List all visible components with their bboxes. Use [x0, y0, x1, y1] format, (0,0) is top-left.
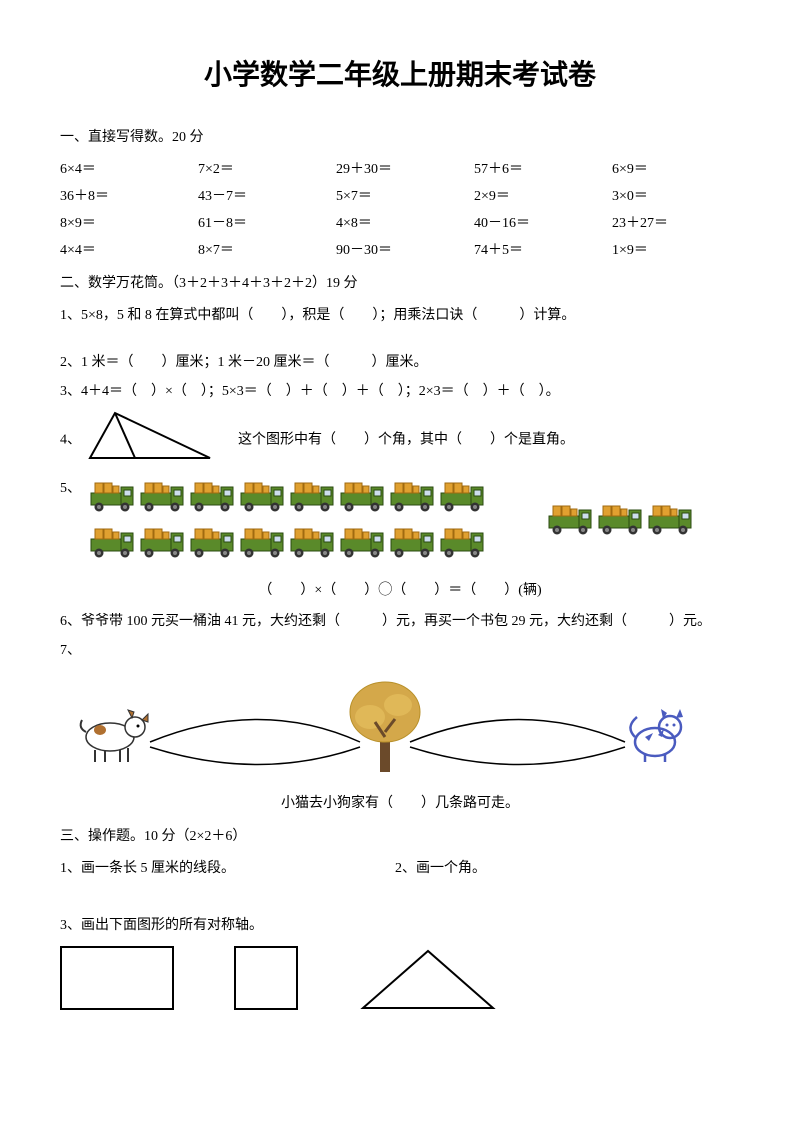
- calc-cell: 36＋8＝: [60, 184, 188, 209]
- truck-icon: [339, 525, 387, 568]
- calc-cell: 23＋27＝: [612, 211, 740, 236]
- calc-cell: 40－16＝: [474, 211, 602, 236]
- calc-cell: 29＋30＝: [336, 157, 464, 182]
- truck-icon: [389, 479, 437, 522]
- section3-heading: 三、操作题。10 分（2×2＋6）: [60, 824, 740, 849]
- truck-icon: [239, 479, 287, 522]
- truck-icon: [439, 479, 487, 522]
- truck-row: [89, 479, 487, 522]
- truck-icon: [189, 479, 237, 522]
- truck-icon: [389, 525, 437, 568]
- calc-cell: 6×4＝: [60, 157, 188, 182]
- calc-cell: 1×9＝: [612, 238, 740, 263]
- paths-diagram-icon: [60, 667, 700, 787]
- s3-q3: 3、画出下面图形的所有对称轴。: [60, 913, 740, 938]
- truck-icon: [239, 525, 287, 568]
- calc-grid: 6×4＝ 7×2＝ 29＋30＝ 57＋6＝ 6×9＝ 36＋8＝ 43－7＝ …: [60, 157, 740, 264]
- s2-q7: 7、: [60, 638, 740, 787]
- truck-icon: [647, 502, 695, 545]
- rectangle-shape-icon: [60, 946, 174, 1010]
- q5-equation: （ ）×（ ）◯（ ）＝（ ）(辆): [60, 578, 740, 603]
- q7-prefix: 7、: [60, 643, 81, 658]
- truck-icon: [89, 479, 137, 522]
- calc-cell: 90－30＝: [336, 238, 464, 263]
- truck-icon: [289, 525, 337, 568]
- section1-heading: 一、直接写得数。20 分: [60, 125, 740, 150]
- s3-q2: 2、画一个角。: [395, 856, 486, 881]
- truck-icon: [339, 479, 387, 522]
- calc-cell: 6×9＝: [612, 157, 740, 182]
- calc-cell: 74＋5＝: [474, 238, 602, 263]
- calc-cell: 4×4＝: [60, 238, 188, 263]
- square-shape-icon: [234, 946, 298, 1010]
- truck-icon: [289, 479, 337, 522]
- s2-q4: 4、 这个图形中有（ ）个角，其中（ ）个是直角。: [60, 408, 740, 472]
- truck-icon: [189, 525, 237, 568]
- s3-q1: 1、画一条长 5 厘米的线段。: [60, 856, 235, 881]
- shapes-row: [60, 946, 740, 1010]
- section2-heading: 二、数学万花筒。（3＋2＋3＋4＋3＋2＋2）19 分: [60, 271, 740, 296]
- truck-icon: [547, 502, 595, 545]
- triangle-icon: [85, 408, 215, 472]
- truck-icon: [139, 479, 187, 522]
- truck-row: [89, 525, 487, 568]
- s2-q2: 2、1 米＝（ ）厘米；1 米－20 厘米＝（ ）厘米。: [60, 350, 740, 375]
- calc-cell: 43－7＝: [198, 184, 326, 209]
- s2-q1: 1、5×8，5 和 8 在算式中都叫（ ），积是（ ）；用乘法口诀（ ）计算。: [60, 303, 740, 328]
- calc-cell: 8×9＝: [60, 211, 188, 236]
- truck-icon: [139, 525, 187, 568]
- calc-cell: 3×0＝: [612, 184, 740, 209]
- q5-prefix: 5、: [60, 476, 81, 571]
- calc-cell: 57＋6＝: [474, 157, 602, 182]
- triangle-shape-icon: [358, 946, 498, 1010]
- calc-cell: 61－8＝: [198, 211, 326, 236]
- calc-cell: 7×2＝: [198, 157, 326, 182]
- calc-cell: 4×8＝: [336, 211, 464, 236]
- truck-icon: [597, 502, 645, 545]
- truck-icon: [439, 525, 487, 568]
- q4-text: 这个图形中有（ ）个角，其中（ ）个是直角。: [238, 432, 574, 447]
- q7-caption: 小猫去小狗家有（ ）几条路可走。: [60, 791, 740, 816]
- calc-cell: 2×9＝: [474, 184, 602, 209]
- s2-q5: 5、: [60, 476, 740, 571]
- truck-row: [547, 502, 695, 545]
- calc-cell: 5×7＝: [336, 184, 464, 209]
- s2-q6: 6、爷爷带 100 元买一桶油 41 元，大约还剩（ ）元，再买一个书包 29 …: [60, 609, 740, 634]
- truck-icon: [89, 525, 137, 568]
- q4-prefix: 4、: [60, 432, 81, 447]
- s2-q3: 3、4＋4＝（ ）×（ ）；5×3＝（ ）＋（ ）＋（ ）；2×3＝（ ）＋（ …: [60, 379, 740, 404]
- page-title: 小学数学二年级上册期末考试卷: [60, 50, 740, 100]
- calc-cell: 8×7＝: [198, 238, 326, 263]
